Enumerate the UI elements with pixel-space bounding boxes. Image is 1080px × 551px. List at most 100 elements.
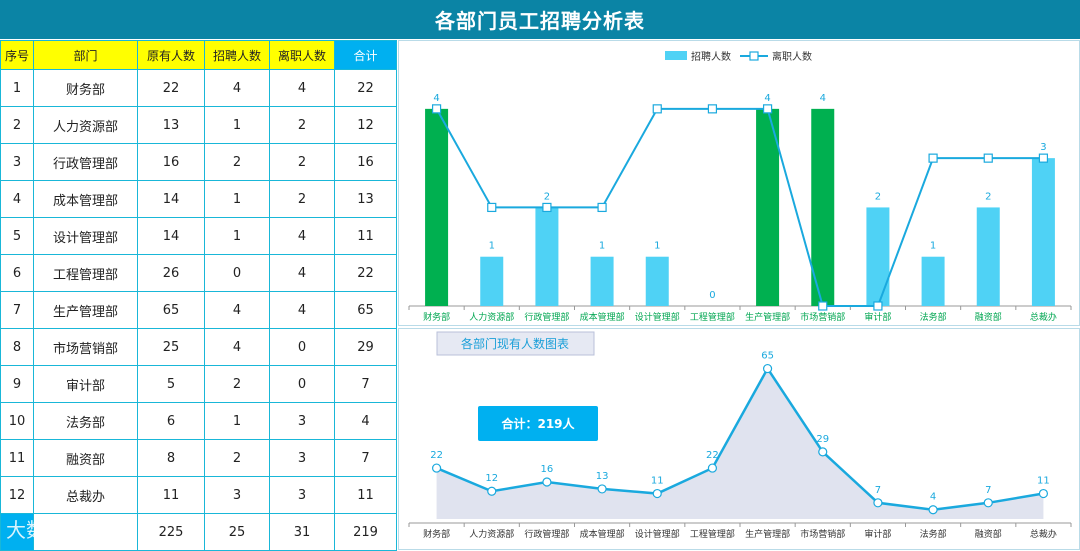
bar-data-label: 1	[599, 241, 605, 252]
cell-total: 65	[334, 291, 397, 329]
page-title: 各部门员工招聘分析表	[0, 0, 1080, 39]
cell-index: 3	[0, 143, 34, 181]
line-point-left	[487, 202, 497, 213]
cell-left: 4	[269, 291, 335, 329]
table-row: 3 行政管理部 16 2 2 16	[0, 143, 397, 181]
x-tick-label: 法务部	[920, 311, 947, 323]
line-point-left	[707, 104, 718, 114]
cell-department: 财务部	[33, 69, 138, 107]
area-point	[487, 486, 497, 496]
cell-left: 4	[269, 254, 335, 292]
cell-original: 5	[137, 365, 205, 403]
headcount-area-chart: 22 12 16 13 11 22 65 29 7 4 7 11 财务部 人力资源部 行政管理部 成本管理部设…	[398, 328, 1080, 550]
area-data-label: 22	[706, 450, 719, 461]
legend-swatch-hired	[665, 51, 687, 60]
bar-hired	[645, 256, 669, 306]
x-tick-label: 总裁办	[1030, 311, 1057, 323]
area-point	[431, 463, 442, 473]
table-row: 9 审计部 5 2 0 7	[0, 365, 397, 403]
x-tick-label: 审计部	[864, 311, 891, 323]
x-tick-label: 融资部	[975, 528, 1002, 540]
col-header-original: 原有人数	[137, 40, 205, 70]
bar-hired	[425, 108, 449, 306]
line-point-left	[652, 104, 662, 114]
cell-hired: 1	[204, 106, 270, 144]
bar-data-label: 4	[820, 93, 826, 104]
bar-data-label: 2	[875, 191, 881, 202]
bar-hired	[866, 207, 890, 306]
table-row: 2 人力资源部 13 1 2 12	[0, 106, 397, 144]
x-tick-label: 行政管理部	[524, 528, 569, 540]
line-point-left	[597, 202, 607, 213]
cell-department: 市场营销部	[33, 328, 138, 366]
table-header-row: 序号 部门 原有人数 招聘人数 离职人数 合计	[0, 40, 397, 70]
x-tick-label: 生产管理部	[745, 528, 790, 540]
cell-total: 4	[334, 402, 397, 440]
total-cell-index	[0, 513, 34, 551]
cell-original: 22	[137, 69, 205, 107]
bar-hired	[480, 256, 504, 306]
bar-hired	[756, 108, 780, 306]
cell-department: 总裁办	[33, 476, 138, 514]
cell-index: 9	[0, 365, 34, 403]
cell-total: 22	[334, 69, 397, 107]
cell-total: 11	[334, 476, 397, 514]
area-data-label: 65	[761, 351, 774, 362]
area-data-label: 12	[485, 473, 498, 484]
area-point	[707, 463, 718, 473]
cell-total: 22	[334, 254, 397, 292]
x-tick-label: 市场营销部	[800, 311, 845, 323]
cell-hired: 1	[204, 217, 270, 255]
table-row: 10 法务部 6 1 3 4	[0, 402, 397, 440]
cell-left: 0	[269, 365, 335, 403]
cell-left: 2	[269, 106, 335, 144]
area-point	[597, 484, 607, 494]
watermark-text: 大数跨境	[6, 518, 86, 542]
x-tick-label: 工程管理部	[690, 311, 735, 323]
cell-index: 5	[0, 217, 34, 255]
area-point	[542, 477, 552, 487]
x-tick-label: 市场营销部	[800, 528, 845, 540]
cell-hired: 2	[204, 365, 270, 403]
table-row: 4 成本管理部 14 1 2 13	[0, 180, 397, 218]
line-point-left	[818, 301, 828, 311]
total-cell-left: 31	[269, 513, 335, 551]
bar-hired	[590, 256, 614, 306]
line-point-left	[542, 202, 552, 213]
x-tick-label: 总裁办	[1030, 528, 1057, 540]
table-row: 11 融资部 8 2 3 7	[0, 439, 397, 477]
table-row: 5 设计管理部 14 1 4 11	[0, 217, 397, 255]
total-badge-text: 合计：219人	[501, 416, 575, 431]
bar-data-label: 2	[985, 191, 991, 202]
cell-index: 8	[0, 328, 34, 366]
legend-marker-left	[749, 51, 759, 61]
cell-hired: 4	[204, 328, 270, 366]
col-header-department: 部门	[33, 40, 138, 70]
cell-original: 11	[137, 476, 205, 514]
cell-index: 2	[0, 106, 34, 144]
table-row: 12 总裁办 11 3 3 11	[0, 476, 397, 514]
cell-original: 8	[137, 439, 205, 477]
line-point-left	[762, 104, 773, 114]
cell-left: 2	[269, 180, 335, 218]
area-point	[818, 447, 828, 457]
cell-hired: 2	[204, 439, 270, 477]
x-tick-label: 成本管理部	[580, 528, 625, 540]
bar-hired	[976, 207, 1000, 306]
area-point	[762, 363, 773, 374]
bar-data-label: 0	[709, 290, 715, 301]
cell-hired: 3	[204, 476, 270, 514]
cell-left: 3	[269, 439, 335, 477]
cell-original: 14	[137, 180, 205, 218]
line-point-left	[873, 301, 883, 311]
cell-department: 融资部	[33, 439, 138, 477]
area-data-label: 29	[816, 434, 829, 445]
bar-data-label: 3	[1040, 142, 1046, 153]
cell-hired: 4	[204, 291, 270, 329]
x-tick-label: 设计管理部	[635, 311, 680, 323]
area-data-label: 11	[651, 476, 664, 487]
cell-total: 16	[334, 143, 397, 181]
x-tick-label: 法务部	[920, 528, 947, 540]
area-data-label: 13	[596, 471, 609, 482]
bar-data-label: 1	[654, 241, 660, 252]
